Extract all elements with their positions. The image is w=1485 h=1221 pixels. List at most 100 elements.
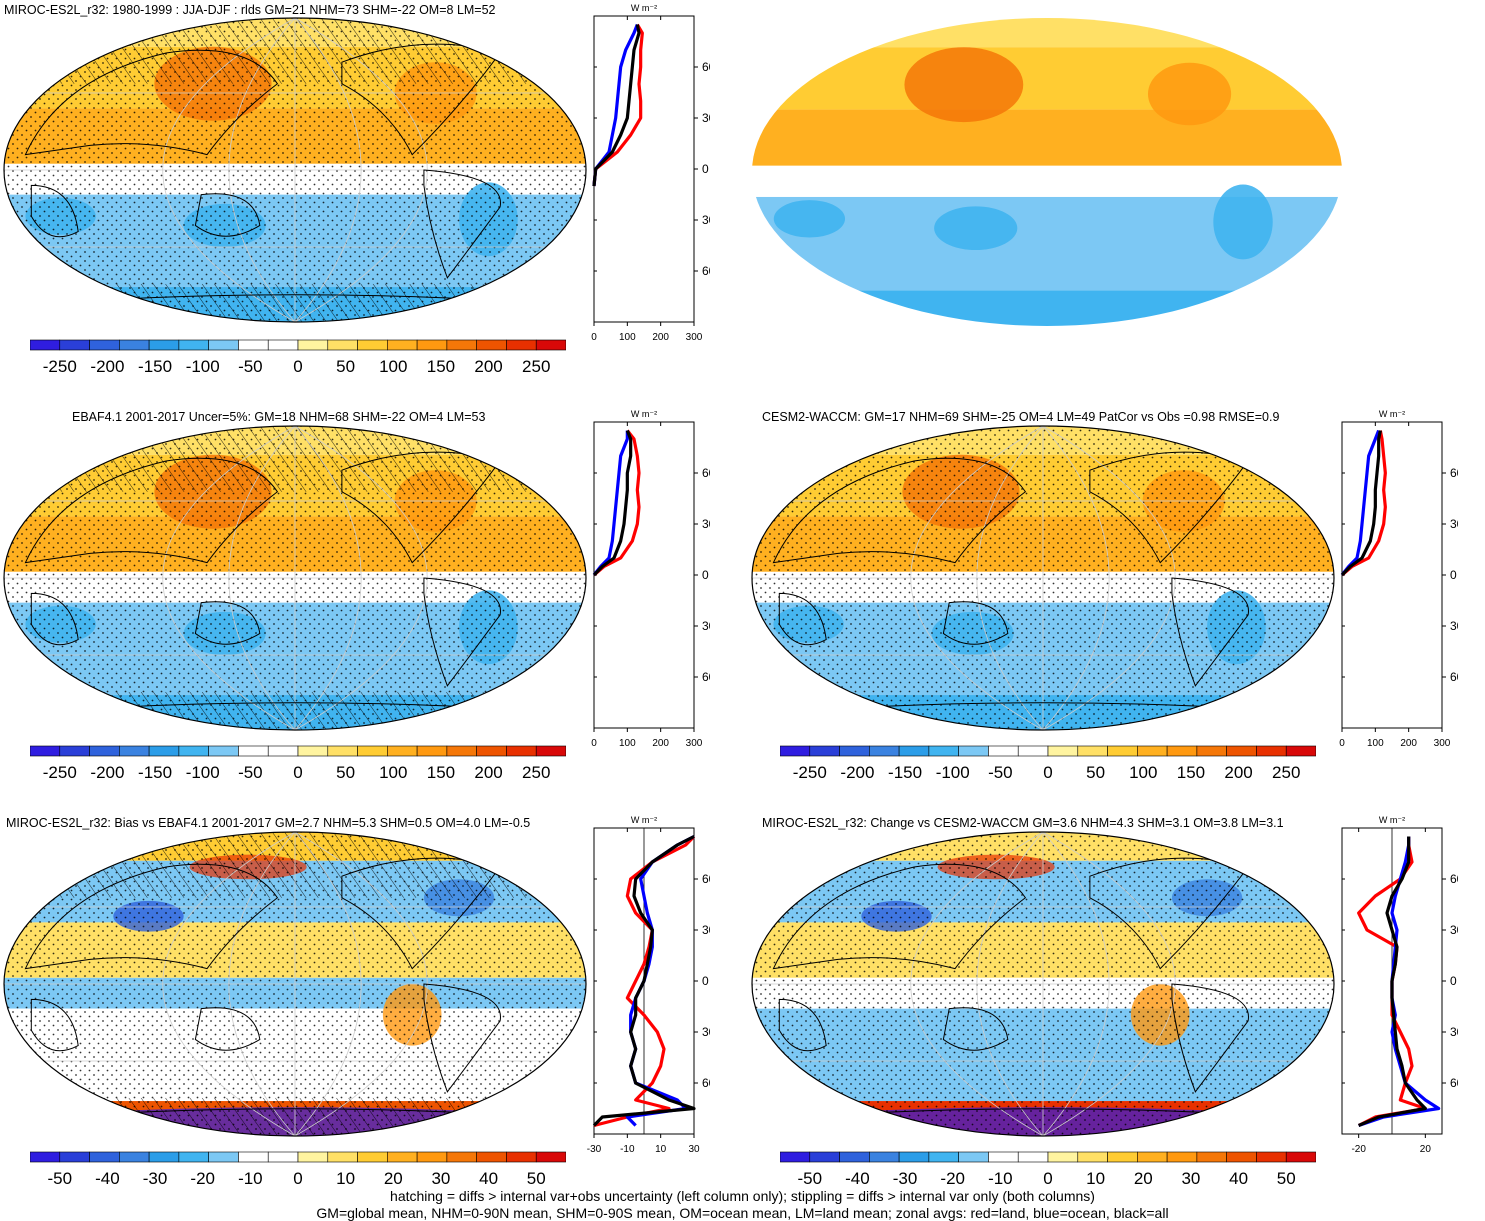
colorbar-swatch xyxy=(357,1151,388,1163)
colorbar-label: 100 xyxy=(379,763,407,782)
zonal-series-all xyxy=(1340,430,1382,577)
colorbar-label: 20 xyxy=(384,1169,403,1188)
colorbar-label: 150 xyxy=(427,763,455,782)
zonal-series-land xyxy=(592,429,641,577)
colorbar-label: -10 xyxy=(988,1169,1013,1188)
zonal-series-ocean xyxy=(1340,429,1381,576)
zonal-series-land xyxy=(593,835,696,1128)
colorbar-label: -40 xyxy=(95,1169,120,1188)
colorbar-swatch xyxy=(119,745,150,757)
colorbar-swatch xyxy=(928,745,959,757)
colorbar-swatch xyxy=(898,745,930,757)
colorbar-swatch xyxy=(958,1151,989,1163)
colorbar-swatch xyxy=(476,339,507,351)
map-panel-1 xyxy=(3,17,587,323)
panel-title-1: MIROC-ES2L_r32: 1980-1999 : JJA-DJF : rl… xyxy=(4,3,496,17)
colorbar-label: -30 xyxy=(893,1169,918,1188)
colorbar-swatch xyxy=(869,745,900,757)
latitude-tick-label: 30S xyxy=(702,213,710,227)
colorbar-label: 40 xyxy=(1229,1169,1248,1188)
colorbar-swatch xyxy=(267,1151,299,1163)
colorbar-label: -10 xyxy=(238,1169,263,1188)
colorbar-label: -150 xyxy=(138,357,172,376)
zonal-x-tick-label: 0 xyxy=(591,738,597,749)
colorbar-swatch xyxy=(1107,1151,1138,1163)
latitude-tick-label: 60S xyxy=(1450,1076,1458,1090)
colorbar-label: 50 xyxy=(527,1169,546,1188)
colorbar-swatch xyxy=(89,1151,120,1163)
latitude-tick-label: 30S xyxy=(1450,1025,1458,1039)
colorbar-label: 30 xyxy=(431,1169,450,1188)
colorbar-label: -50 xyxy=(988,763,1013,782)
colorbar-swatch xyxy=(535,1151,566,1163)
latitude-tick-label: 60N xyxy=(1450,466,1458,480)
colorbar-label: -100 xyxy=(186,357,220,376)
latitude-tick-label: 0 xyxy=(702,162,709,176)
colorbar-swatch xyxy=(928,1151,959,1163)
colorbar-label: -250 xyxy=(43,763,77,782)
colorbar-swatch xyxy=(178,1151,209,1163)
colorbar-label: -50 xyxy=(238,763,263,782)
colorbar-swatch xyxy=(178,339,209,351)
zonal-series-all xyxy=(592,429,633,577)
colorbar-label: 100 xyxy=(1129,763,1157,782)
colorbar-swatch xyxy=(506,1151,537,1163)
map-panel-5 xyxy=(3,831,587,1137)
colorbar-swatch xyxy=(1137,1151,1168,1163)
colorbar-label: 250 xyxy=(1272,763,1300,782)
zonal-x-tick-label: 100 xyxy=(619,738,636,749)
colorbar-swatch xyxy=(1226,745,1257,757)
colorbar-label: 0 xyxy=(293,357,302,376)
latitude-tick-label: 60S xyxy=(702,670,710,684)
colorbar-swatch xyxy=(59,1151,90,1163)
zonal-plot-6: W m⁻² 60N 30N 0 30S 60S -20 20 xyxy=(1341,815,1458,1155)
colorbar-label: -20 xyxy=(190,1169,215,1188)
latitude-tick-label: 0 xyxy=(1450,568,1457,582)
colorbar-label: 200 xyxy=(1224,763,1252,782)
colorbar-swatch xyxy=(297,745,329,757)
colorbar-swatch xyxy=(148,1151,180,1163)
colorbar-swatch xyxy=(1017,1151,1049,1163)
colorbar-swatch xyxy=(1166,1151,1198,1163)
colorbar-swatch xyxy=(327,1151,358,1163)
colorbar-panel-6: -50 -40 -30 -20 -10 0 10 20 30 40 50 xyxy=(780,1151,1316,1188)
colorbar-swatch xyxy=(238,339,269,351)
colorbar-label: -50 xyxy=(47,1169,72,1188)
colorbar-label: -30 xyxy=(143,1169,168,1188)
colorbar-label: -150 xyxy=(138,763,172,782)
zonal-x-tick-label: 20 xyxy=(1420,1144,1432,1155)
panel-title-6: MIROC-ES2L_r32: Change vs CESM2-WACCM GM… xyxy=(762,816,1284,830)
colorbar-swatch xyxy=(476,745,507,757)
colorbar-label: 200 xyxy=(474,357,502,376)
latitude-tick-label: 30S xyxy=(702,1025,710,1039)
colorbar-swatch xyxy=(416,339,448,351)
colorbar-swatch xyxy=(208,745,239,757)
latitude-tick-label: 30S xyxy=(702,619,710,633)
colorbar-swatch xyxy=(387,1151,418,1163)
colorbar-label: -200 xyxy=(90,763,124,782)
colorbar-label: -200 xyxy=(840,763,874,782)
colorbar-swatch xyxy=(1196,1151,1227,1163)
colorbar-swatch xyxy=(535,339,566,351)
zonal-unit-label: W m⁻² xyxy=(1379,409,1405,419)
panel-title-5: MIROC-ES2L_r32: Bias vs EBAF4.1 2001-201… xyxy=(6,816,531,830)
zonal-x-tick-label: 300 xyxy=(1434,738,1451,749)
colorbar-label: 30 xyxy=(1181,1169,1200,1188)
colorbar-label: -200 xyxy=(90,357,124,376)
colorbar-swatch xyxy=(780,745,811,757)
colorbar-swatch xyxy=(446,339,477,351)
colorbar-swatch xyxy=(1285,745,1316,757)
zonal-x-tick-label: 200 xyxy=(652,738,669,749)
panel-title-3: EBAF4.1 2001-2017 Uncer=5%: GM=18 NHM=68… xyxy=(72,410,486,424)
map-panel-3 xyxy=(3,425,587,731)
colorbar-swatch xyxy=(839,1151,870,1163)
latitude-tick-label: 30N xyxy=(702,111,710,125)
latitude-tick-label: 60N xyxy=(702,60,710,74)
colorbar-label: 200 xyxy=(474,763,502,782)
colorbar-swatch xyxy=(1047,745,1079,757)
colorbar-swatch xyxy=(267,745,299,757)
latitude-tick-label: 60N xyxy=(1450,872,1458,886)
zonal-x-tick-label: -30 xyxy=(587,1144,602,1155)
colorbar-swatch xyxy=(119,1151,150,1163)
colorbar-swatch xyxy=(357,339,388,351)
